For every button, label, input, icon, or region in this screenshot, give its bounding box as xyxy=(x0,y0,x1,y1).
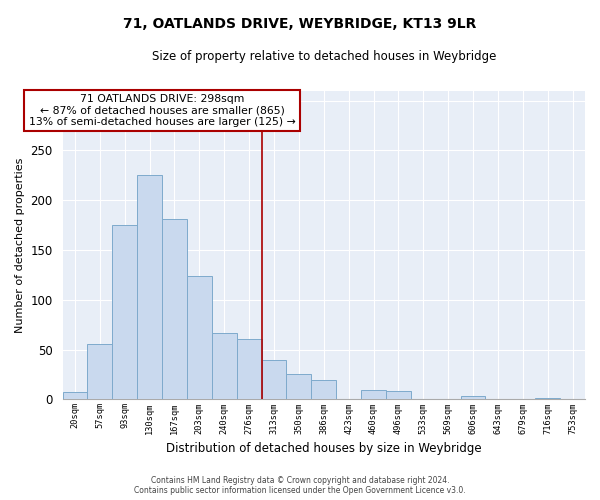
Bar xyxy=(236,338,262,400)
Bar xyxy=(137,175,162,400)
Bar xyxy=(461,396,485,400)
Bar xyxy=(535,398,560,400)
X-axis label: Distribution of detached houses by size in Weybridge: Distribution of detached houses by size … xyxy=(166,442,482,455)
Text: 71, OATLANDS DRIVE, WEYBRIDGE, KT13 9LR: 71, OATLANDS DRIVE, WEYBRIDGE, KT13 9LR xyxy=(124,18,476,32)
Bar xyxy=(212,332,236,400)
Bar xyxy=(62,392,88,400)
Title: Size of property relative to detached houses in Weybridge: Size of property relative to detached ho… xyxy=(152,50,496,63)
Bar xyxy=(112,225,137,400)
Y-axis label: Number of detached properties: Number of detached properties xyxy=(15,158,25,332)
Text: Contains HM Land Registry data © Crown copyright and database right 2024.
Contai: Contains HM Land Registry data © Crown c… xyxy=(134,476,466,495)
Bar xyxy=(88,344,112,400)
Bar xyxy=(162,219,187,400)
Bar xyxy=(262,360,286,400)
Text: 71 OATLANDS DRIVE: 298sqm
← 87% of detached houses are smaller (865)
13% of semi: 71 OATLANDS DRIVE: 298sqm ← 87% of detac… xyxy=(29,94,295,127)
Bar xyxy=(187,276,212,400)
Bar xyxy=(311,380,336,400)
Bar xyxy=(286,374,311,400)
Bar xyxy=(386,392,411,400)
Bar xyxy=(361,390,386,400)
